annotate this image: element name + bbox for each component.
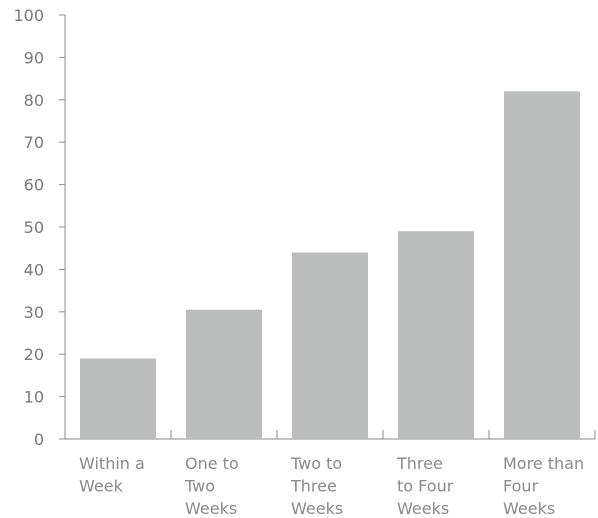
x-tick-label-line: Two — [184, 477, 215, 496]
y-tick-label: 10 — [24, 388, 44, 407]
y-tick-label: 30 — [24, 303, 44, 322]
bar — [80, 358, 156, 439]
x-tick-label: More than Four Weeks — [503, 454, 584, 518]
bar — [504, 91, 580, 439]
x-tick-label-line: One to — [185, 454, 239, 473]
x-tick-label-line: Four — [503, 477, 539, 496]
x-tick-label-line: Within a — [79, 454, 145, 473]
y-tick-label: 70 — [24, 133, 44, 152]
category-labels: Within a Week One to Two Weeks Two to Three Wee… — [79, 454, 584, 518]
x-tick-label-line: Two to — [290, 454, 342, 473]
y-tick-label: 50 — [24, 218, 44, 237]
x-tick-label: Within a Week — [79, 454, 145, 496]
x-tick-label-line: Three — [396, 454, 443, 473]
y-axis: 0 10 20 30 40 50 60 70 80 90 100 — [13, 6, 66, 449]
y-tick-label: 20 — [24, 345, 44, 364]
x-tick-label-line: Weeks — [291, 499, 343, 518]
bar — [398, 231, 474, 439]
x-tick-label-line: Weeks — [185, 499, 237, 518]
x-tick-label: Two to Three Weeks — [290, 454, 343, 518]
y-tick-label: 90 — [24, 48, 44, 67]
bars — [80, 91, 580, 439]
x-tick-label: One to Two Weeks — [184, 454, 239, 518]
y-tick-label: 60 — [24, 176, 44, 195]
x-tick-label-line: Week — [79, 477, 124, 496]
x-tick-label: Three to Four Weeks — [396, 454, 454, 518]
y-tick-label: 100 — [13, 6, 44, 25]
x-tick-label-line: Weeks — [503, 499, 555, 518]
bar — [292, 252, 368, 439]
x-tick-label-line: to Four — [397, 477, 454, 496]
x-tick-label-line: More than — [503, 454, 584, 473]
y-tick-label: 80 — [24, 91, 44, 110]
bar — [186, 309, 262, 439]
x-tick-label-line: Weeks — [397, 499, 449, 518]
y-tick-label: 40 — [24, 260, 44, 279]
x-tick-label-line: Three — [290, 477, 337, 496]
y-tick-label: 0 — [34, 430, 44, 449]
